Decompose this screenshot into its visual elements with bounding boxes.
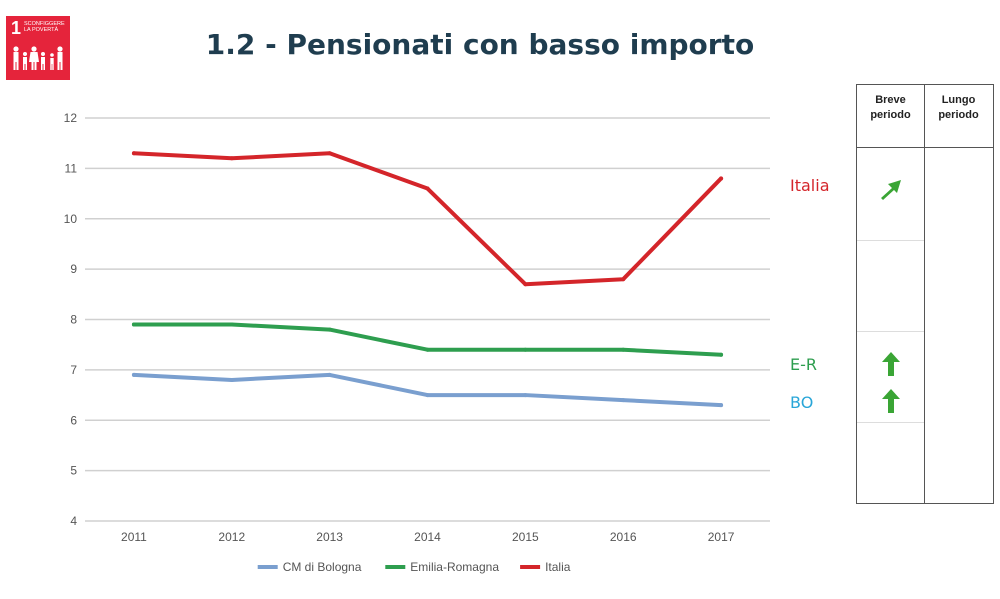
data-point [327,151,332,156]
data-point [229,377,234,382]
arrow-up-right-icon [881,180,901,200]
data-point [327,327,332,332]
row-separator [857,331,924,332]
data-point [229,322,234,327]
row-separator [857,240,924,241]
data-point [425,393,430,398]
legend-entry: CM di Bologna [283,560,362,574]
data-point [131,151,136,156]
data-point [425,347,430,352]
data-point [719,352,724,357]
data-point [327,372,332,377]
x-tick-label: 2013 [316,530,343,544]
y-tick-label: 11 [65,161,78,175]
people-family-icon [13,46,63,70]
data-point [523,282,528,287]
logo-text: SCONFIGGERE LA POVERTÀ [24,21,65,33]
row-separator [857,422,924,423]
y-tick-label: 5 [70,464,77,478]
x-tick-label: 2017 [708,530,735,544]
y-tick-label: 7 [70,363,77,377]
trend-table: Breve periodo Lungo periodo [856,84,994,504]
x-tick-label: 2011 [121,530,147,544]
sdg-goal-1-logo: 1 SCONFIGGERE LA POVERTÀ [6,16,70,80]
data-point [523,347,528,352]
series-line [131,372,724,408]
y-tick-label: 4 [70,514,77,528]
logo-number: 1 [11,18,22,38]
series-label: Italia [790,176,830,195]
page-title: 1.2 - Pensionati con basso importo [205,28,755,61]
table-header-divider [857,147,993,148]
table-column-divider [924,85,925,503]
data-point [621,398,626,403]
series-label: E-R [790,354,817,374]
x-tick-label: 2014 [414,530,441,544]
line-chart: 4 5 6 7 8 9 10 11 12 2011 2012 2013 2014 2015 2016 2017… [64,111,770,574]
arrow-up-icon [882,389,900,413]
y-tick-label: 6 [70,413,77,427]
header-long-term: Lungo periodo [938,94,979,121]
y-tick-label: 10 [64,212,78,226]
data-point [719,176,724,181]
data-point [131,322,136,327]
data-point [131,372,136,377]
arrow-up-icon [882,352,900,376]
data-point [523,393,528,398]
x-tick-label: 2012 [218,530,245,544]
header-short-term: Breve periodo [870,94,911,121]
data-point [719,403,724,408]
data-point [621,277,626,282]
data-point [229,156,234,161]
data-point [425,186,430,191]
y-tick-label: 8 [70,313,77,327]
legend-entry: Emilia-Romagna [410,560,499,574]
x-tick-label: 2016 [610,530,637,544]
legend-entry: Italia [545,560,571,574]
x-tick-label: 2015 [512,530,539,544]
series-label: BO [790,392,814,412]
y-tick-label: 9 [70,262,77,276]
data-point [621,347,626,352]
y-tick-label: 12 [64,111,78,125]
